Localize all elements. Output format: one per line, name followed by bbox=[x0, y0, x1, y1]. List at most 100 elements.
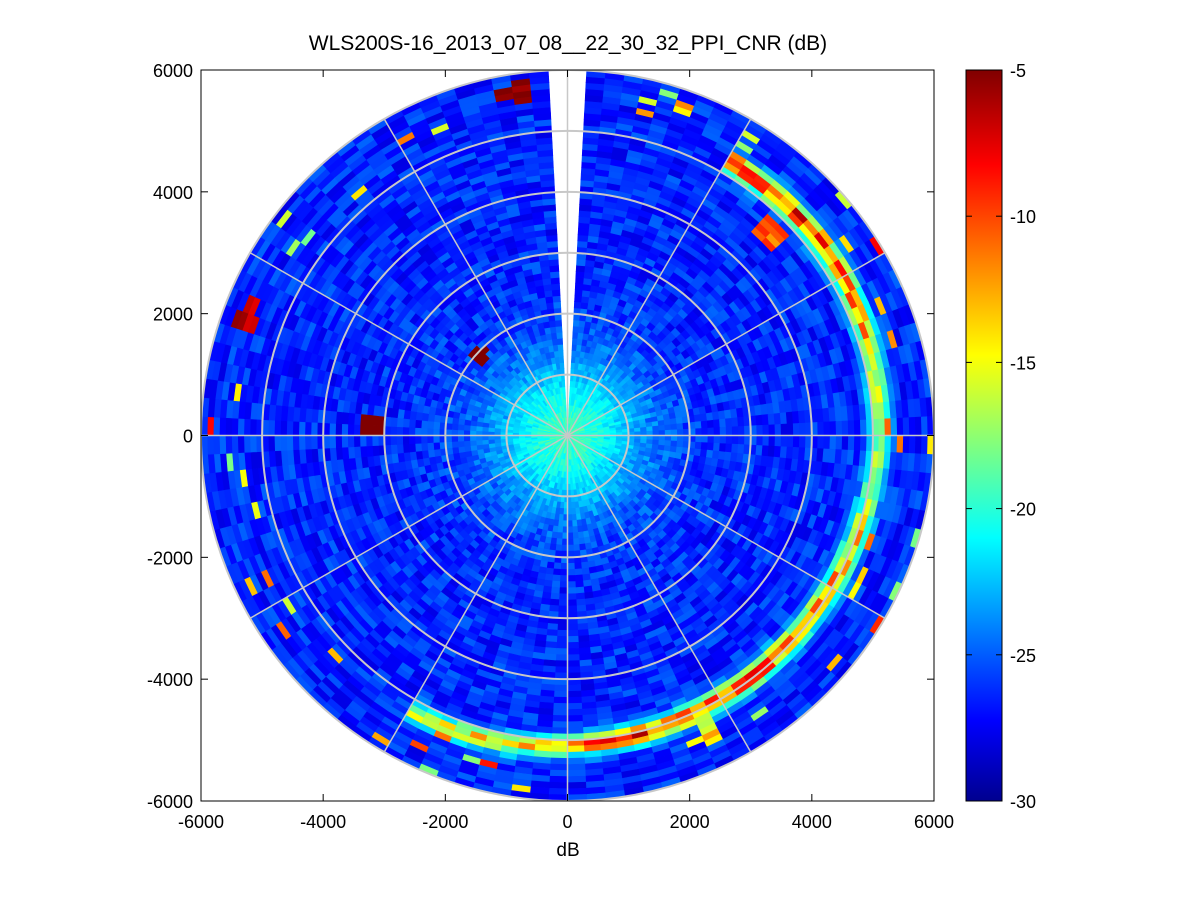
polar-cell bbox=[457, 445, 466, 454]
polar-cell bbox=[549, 769, 568, 777]
polar-cell bbox=[390, 435, 398, 446]
polar-cell bbox=[548, 775, 568, 784]
polar-cell bbox=[463, 429, 471, 436]
polar-cell bbox=[402, 443, 410, 454]
polar-cell bbox=[550, 751, 568, 759]
polar-cell bbox=[273, 435, 282, 452]
polar-cell bbox=[390, 425, 398, 436]
polar-cell bbox=[298, 435, 306, 450]
polar-cell bbox=[559, 568, 568, 576]
polar-cell bbox=[365, 445, 374, 457]
polar-cell bbox=[371, 435, 379, 447]
polar-cell bbox=[556, 331, 563, 339]
polar-cell bbox=[493, 438, 502, 444]
polar-cell bbox=[280, 435, 288, 451]
polar-cell bbox=[558, 599, 568, 607]
polar-cell bbox=[555, 544, 563, 552]
polar-cell bbox=[556, 526, 564, 534]
polar-cell bbox=[561, 380, 566, 388]
polar-cell bbox=[575, 264, 586, 273]
polar-cell bbox=[574, 283, 584, 291]
polar-cell bbox=[432, 435, 440, 443]
polar-cell bbox=[273, 419, 282, 436]
polar-cell bbox=[408, 435, 416, 445]
polar-cell bbox=[475, 439, 483, 446]
polar-cell bbox=[365, 414, 374, 426]
polar-cell bbox=[341, 435, 349, 448]
polar-cell bbox=[551, 721, 568, 729]
polar-cell bbox=[328, 422, 337, 436]
polar-cell bbox=[550, 276, 560, 285]
polar-cell bbox=[286, 435, 294, 451]
polar-cell bbox=[457, 429, 465, 436]
polar-cell bbox=[469, 430, 477, 436]
polar-cell bbox=[481, 439, 489, 445]
polar-cell bbox=[365, 424, 373, 436]
polar-cell bbox=[218, 435, 227, 455]
polar-cell bbox=[552, 714, 568, 723]
polar-cell bbox=[555, 654, 568, 662]
polar-cell bbox=[267, 419, 276, 436]
polar-cell bbox=[546, 240, 558, 249]
polar-cell bbox=[577, 240, 589, 249]
polar-cell bbox=[549, 757, 568, 765]
polar-cell bbox=[551, 289, 561, 297]
polar-cell bbox=[414, 419, 423, 429]
polar-cell bbox=[555, 648, 568, 656]
polar-cell bbox=[359, 435, 367, 447]
polar-cell bbox=[310, 421, 318, 436]
polar-cell bbox=[554, 666, 568, 674]
polar-cell bbox=[562, 386, 566, 394]
polar-cell bbox=[560, 562, 568, 570]
polar-cell bbox=[432, 428, 440, 436]
polar-cell bbox=[561, 538, 568, 546]
polar-cell bbox=[552, 568, 561, 576]
polar-cell bbox=[555, 319, 563, 327]
polar-cell bbox=[550, 745, 568, 753]
polar-cell bbox=[577, 228, 590, 236]
polar-cell bbox=[243, 435, 251, 453]
polar-cell bbox=[371, 445, 380, 457]
polar-cell bbox=[563, 398, 567, 406]
polar-cell bbox=[576, 258, 587, 267]
polar-cell bbox=[556, 337, 564, 345]
polar-cell bbox=[571, 337, 579, 345]
polar-cell bbox=[549, 326, 557, 334]
polar-cell bbox=[426, 442, 435, 451]
polar-cell bbox=[562, 392, 566, 400]
polar-cell bbox=[408, 443, 416, 453]
polar-cell bbox=[553, 301, 562, 309]
polar-cell bbox=[396, 417, 404, 428]
polar-cell bbox=[267, 435, 276, 452]
polar-cell bbox=[426, 427, 434, 436]
polar-cell bbox=[561, 544, 568, 552]
polar-cell bbox=[577, 234, 589, 242]
polar-cell bbox=[548, 258, 559, 267]
polar-cell bbox=[206, 435, 215, 455]
polar-cell bbox=[451, 423, 459, 431]
polar-cell bbox=[292, 435, 300, 451]
polar-cell bbox=[402, 426, 410, 436]
polar-cell bbox=[563, 404, 567, 412]
polar-cell bbox=[292, 420, 300, 436]
polar-cell bbox=[280, 420, 288, 436]
polar-cell bbox=[212, 416, 221, 436]
polar-cell bbox=[414, 427, 422, 436]
polar-cell bbox=[551, 580, 561, 588]
polar-cell bbox=[420, 435, 428, 444]
polar-cell bbox=[231, 435, 239, 454]
polar-cell bbox=[396, 443, 404, 454]
polar-cell bbox=[249, 418, 257, 436]
polar-cell bbox=[347, 423, 355, 436]
polar-cell bbox=[551, 574, 561, 582]
polar-cell bbox=[396, 426, 404, 436]
polar-cell bbox=[546, 629, 558, 637]
polar-cell bbox=[549, 592, 560, 601]
polar-cell bbox=[463, 440, 471, 447]
polar-cell bbox=[328, 435, 337, 449]
polar-cell bbox=[559, 581, 568, 589]
polar-cell bbox=[553, 684, 568, 692]
polar-cell bbox=[551, 727, 568, 735]
polar-cell bbox=[556, 623, 568, 631]
polar-cell bbox=[463, 424, 471, 431]
